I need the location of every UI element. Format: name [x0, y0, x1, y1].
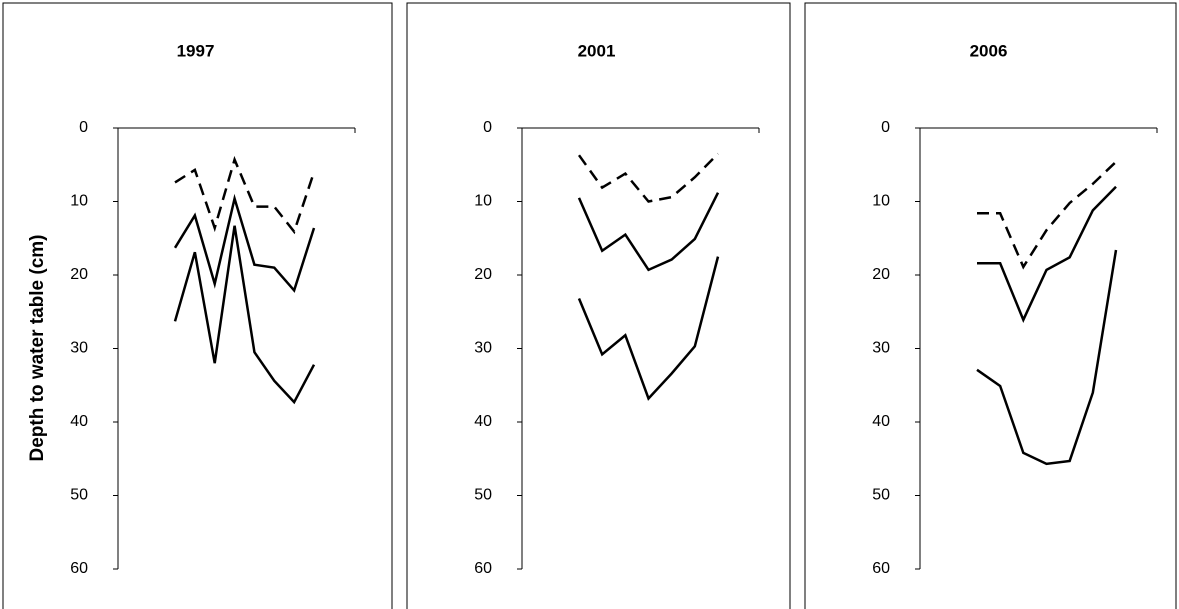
series-line — [977, 185, 1117, 323]
chart-title: 2006 — [970, 41, 1008, 60]
y-tick-label: 10 — [474, 193, 492, 210]
y-tick-label: 40 — [474, 413, 492, 430]
y-tick-label: 10 — [872, 193, 890, 210]
panel-frame — [406, 2, 791, 609]
series-line — [173, 225, 316, 405]
y-tick-label: 40 — [70, 413, 88, 430]
y-tick-label: 30 — [474, 340, 492, 357]
chart-title: 1997 — [177, 41, 215, 60]
y-tick-label: 0 — [79, 119, 88, 136]
y-tick-label: 30 — [872, 340, 890, 357]
y-tick-label: 50 — [70, 487, 88, 504]
y-tick-label: 40 — [872, 413, 890, 430]
y-tick-label: 30 — [70, 340, 88, 357]
panel-frame — [804, 2, 1177, 609]
y-tick-label: 0 — [483, 119, 492, 136]
y-tick-label: 50 — [872, 487, 890, 504]
y-tick-label: 60 — [872, 560, 890, 577]
y-tick-label: 0 — [881, 119, 890, 136]
y-tick-label: 20 — [872, 266, 890, 283]
y-tick-label: 50 — [474, 487, 492, 504]
y-axis-label: Depth to water table (cm) — [27, 235, 48, 462]
series-line — [577, 256, 720, 401]
y-tick-label: 20 — [474, 266, 492, 283]
series-line — [976, 249, 1118, 466]
panel-frame — [2, 2, 393, 609]
y-tick-label: 60 — [70, 560, 88, 577]
series-line — [174, 155, 316, 235]
series-line — [577, 192, 720, 272]
series-line — [173, 193, 316, 293]
series-line — [577, 152, 719, 203]
y-tick-label: 10 — [70, 193, 88, 210]
series-line — [977, 160, 1117, 270]
y-tick-label: 60 — [474, 560, 492, 577]
y-tick-label: 20 — [70, 266, 88, 283]
chart-title: 2001 — [578, 41, 616, 60]
